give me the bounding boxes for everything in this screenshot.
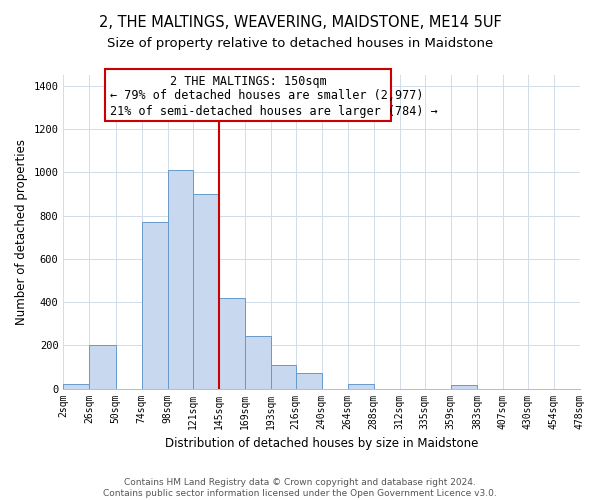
Bar <box>193 194 218 388</box>
Bar <box>167 170 193 388</box>
Text: 2 THE MALTINGS: 150sqm: 2 THE MALTINGS: 150sqm <box>170 75 326 88</box>
Bar <box>271 365 296 388</box>
Text: ← 79% of detached houses are smaller (2,977): ← 79% of detached houses are smaller (2,… <box>110 90 424 102</box>
Bar <box>64 384 89 388</box>
Bar <box>245 336 271 388</box>
Bar <box>218 298 245 388</box>
Text: 21% of semi-detached houses are larger (784) →: 21% of semi-detached houses are larger (… <box>110 105 437 118</box>
Text: 2, THE MALTINGS, WEAVERING, MAIDSTONE, ME14 5UF: 2, THE MALTINGS, WEAVERING, MAIDSTONE, M… <box>98 15 502 30</box>
X-axis label: Distribution of detached houses by size in Maidstone: Distribution of detached houses by size … <box>165 437 478 450</box>
Bar <box>348 384 374 388</box>
Bar <box>89 346 116 389</box>
FancyBboxPatch shape <box>105 69 391 120</box>
Bar <box>296 374 322 388</box>
Text: Contains HM Land Registry data © Crown copyright and database right 2024.
Contai: Contains HM Land Registry data © Crown c… <box>103 478 497 498</box>
Bar <box>142 222 167 388</box>
Bar <box>451 386 477 388</box>
Text: Size of property relative to detached houses in Maidstone: Size of property relative to detached ho… <box>107 38 493 51</box>
Y-axis label: Number of detached properties: Number of detached properties <box>15 139 28 325</box>
